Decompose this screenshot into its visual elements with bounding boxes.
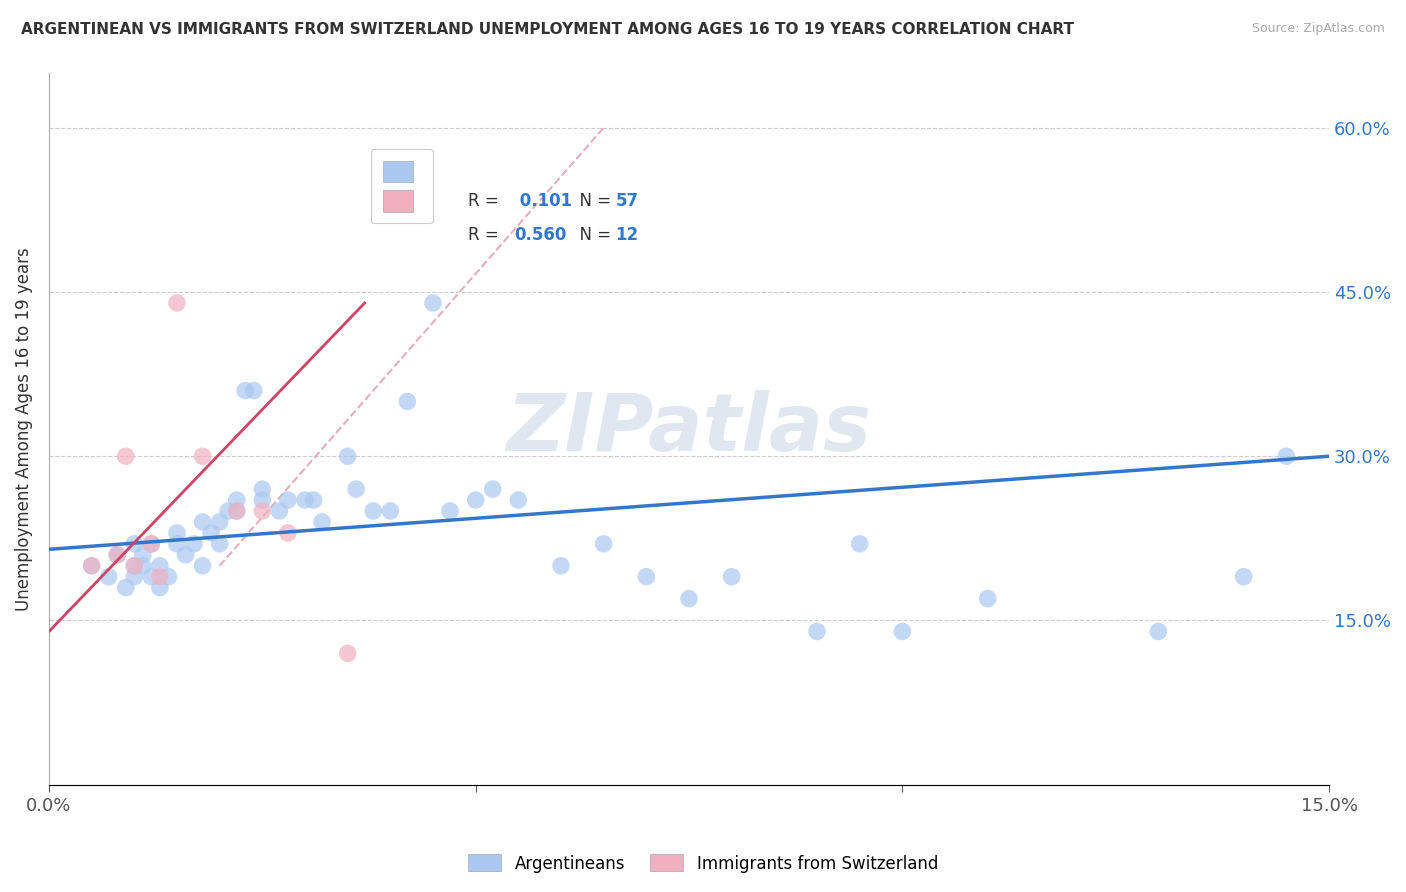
Point: [550, 558, 572, 573]
Point: [114, 581, 136, 595]
Text: N =: N =: [569, 226, 616, 244]
Point: [97, 570, 120, 584]
Point: [191, 558, 214, 573]
Point: [252, 493, 274, 508]
Point: [806, 624, 828, 639]
Point: [277, 525, 299, 540]
Legend: , : ,: [371, 149, 433, 223]
Point: [252, 482, 274, 496]
Point: [344, 482, 367, 496]
Text: 0.101: 0.101: [515, 192, 572, 210]
Point: [80, 558, 103, 573]
Point: [141, 570, 163, 584]
Point: [225, 504, 247, 518]
Point: [396, 394, 419, 409]
Point: [149, 581, 172, 595]
Point: [336, 646, 359, 660]
Point: [166, 525, 188, 540]
Point: [132, 548, 155, 562]
Point: [132, 558, 155, 573]
Text: 0.560: 0.560: [515, 226, 567, 244]
Text: ARGENTINEAN VS IMMIGRANTS FROM SWITZERLAND UNEMPLOYMENT AMONG AGES 16 TO 19 YEAR: ARGENTINEAN VS IMMIGRANTS FROM SWITZERLA…: [21, 22, 1074, 37]
Point: [311, 515, 333, 529]
Point: [114, 449, 136, 463]
Point: [336, 449, 359, 463]
Legend: Argentineans, Immigrants from Switzerland: Argentineans, Immigrants from Switzerlan…: [461, 847, 945, 880]
Point: [422, 296, 444, 310]
Point: [848, 537, 870, 551]
Point: [157, 570, 180, 584]
Point: [720, 570, 742, 584]
Point: [380, 504, 402, 518]
Point: [191, 449, 214, 463]
Point: [225, 504, 247, 518]
Point: [636, 570, 658, 584]
Point: [361, 504, 384, 518]
Text: 57: 57: [616, 192, 638, 210]
Point: [208, 515, 231, 529]
Point: [1147, 624, 1170, 639]
Point: [80, 558, 103, 573]
Point: [233, 384, 256, 398]
Text: 12: 12: [616, 226, 638, 244]
Point: [678, 591, 700, 606]
Point: [141, 537, 163, 551]
Point: [242, 384, 264, 398]
Point: [439, 504, 461, 518]
Point: [166, 296, 188, 310]
Point: [183, 537, 205, 551]
Point: [149, 570, 172, 584]
Point: [105, 548, 128, 562]
Point: [105, 548, 128, 562]
Point: [269, 504, 291, 518]
Text: N =: N =: [569, 192, 616, 210]
Point: [124, 537, 146, 551]
Point: [141, 537, 163, 551]
Point: [149, 558, 172, 573]
Point: [481, 482, 503, 496]
Text: ZIPatlas: ZIPatlas: [506, 390, 872, 468]
Text: Source: ZipAtlas.com: Source: ZipAtlas.com: [1251, 22, 1385, 36]
Point: [200, 525, 222, 540]
Point: [124, 570, 146, 584]
Point: [166, 537, 188, 551]
Point: [252, 504, 274, 518]
Point: [277, 493, 299, 508]
Point: [891, 624, 914, 639]
Point: [592, 537, 614, 551]
Point: [508, 493, 530, 508]
Point: [191, 515, 214, 529]
Point: [225, 493, 247, 508]
Point: [294, 493, 316, 508]
Point: [124, 558, 146, 573]
Point: [302, 493, 325, 508]
Point: [1233, 570, 1256, 584]
Y-axis label: Unemployment Among Ages 16 to 19 years: Unemployment Among Ages 16 to 19 years: [15, 247, 32, 611]
Text: R =: R =: [468, 226, 503, 244]
Point: [976, 591, 998, 606]
Point: [174, 548, 197, 562]
Point: [464, 493, 486, 508]
Point: [208, 537, 231, 551]
Point: [217, 504, 239, 518]
Point: [1275, 449, 1298, 463]
Text: R =: R =: [468, 192, 503, 210]
Point: [124, 558, 146, 573]
